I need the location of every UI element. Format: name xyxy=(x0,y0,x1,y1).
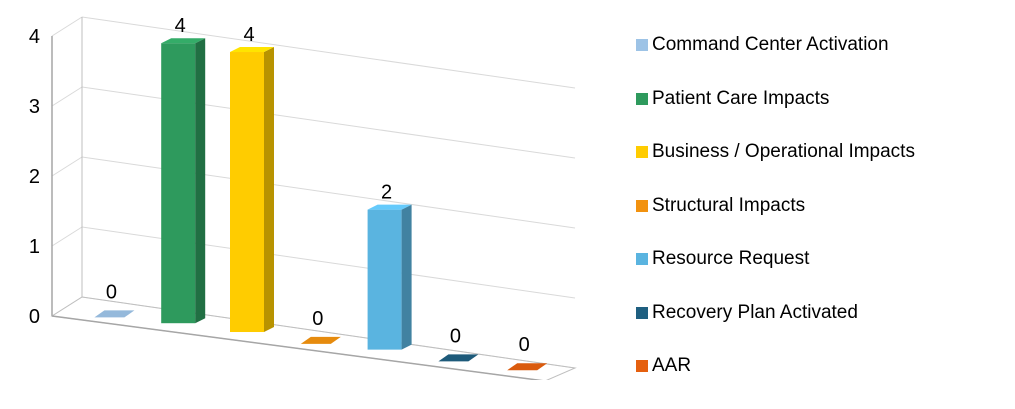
bar-top xyxy=(161,38,206,44)
bar-front xyxy=(161,43,196,324)
gridline xyxy=(51,156,83,177)
legend-label: Business / Operational Impacts xyxy=(652,141,915,162)
legend-label: Structural Impacts xyxy=(652,194,806,216)
legend-label: Recovery Plan Activated xyxy=(652,301,858,323)
gridline xyxy=(81,86,576,159)
legend-item-command-center-activation: Command Center Activation xyxy=(636,34,1006,88)
bar-zero-marker xyxy=(438,354,479,362)
gridline xyxy=(81,16,576,89)
data-label: 2 xyxy=(381,182,392,204)
legend-item-recovery-plan-activated: Recovery Plan Activated xyxy=(636,302,1006,356)
y-tick-label: 3 xyxy=(29,96,40,118)
legend-label: Patient Care Impacts xyxy=(652,87,830,109)
y-tick-label: 0 xyxy=(29,306,40,328)
bar-top xyxy=(367,204,412,210)
y-tick-label: 4 xyxy=(29,26,40,48)
data-label: 0 xyxy=(519,334,530,356)
data-label: 0 xyxy=(106,281,117,303)
bar-side xyxy=(195,38,206,324)
x-axis-line xyxy=(51,315,546,382)
legend-swatch xyxy=(636,360,648,372)
legend-item-structural-impacts: Structural Impacts xyxy=(636,195,1006,249)
legend-swatch xyxy=(636,146,648,158)
legend-swatch xyxy=(636,92,648,105)
bar-side xyxy=(264,47,274,333)
gridline xyxy=(51,86,83,107)
data-label: 0 xyxy=(450,325,461,347)
bar-zero-marker xyxy=(507,363,548,371)
legend-item-aar: AAR xyxy=(636,355,1006,409)
chart: 0 1 2 3 4 0 4 4 0 2 0 0 Command Center Activation P… xyxy=(29,15,915,382)
gridline xyxy=(81,156,576,229)
legend: Command Center Activation Patient Care I… xyxy=(636,34,1006,409)
bar-front xyxy=(367,209,402,350)
bar-zero-marker xyxy=(300,336,341,344)
y-tick-label: 1 xyxy=(29,236,40,258)
bar-side xyxy=(401,204,412,350)
legend-swatch xyxy=(636,199,648,212)
bar-zero-marker xyxy=(94,310,135,318)
legend-item-business-operational-impacts: Business / Operational Impacts xyxy=(636,141,1006,195)
gridline xyxy=(51,16,83,37)
gridline xyxy=(51,226,83,247)
data-label: 4 xyxy=(175,15,186,37)
legend-item-resource-request: Resource Request xyxy=(636,248,1006,302)
legend-swatch xyxy=(636,253,648,265)
legend-item-patient-care-impacts: Patient Care Impacts xyxy=(636,88,1006,142)
legend-label: AAR xyxy=(652,355,692,376)
y-tick-label: 2 xyxy=(29,166,40,188)
data-label: 0 xyxy=(312,308,323,330)
legend-label: Command Center Activation xyxy=(652,34,889,55)
legend-swatch xyxy=(636,39,648,51)
bar-front xyxy=(230,52,264,333)
gridline xyxy=(81,226,576,299)
plot-area: 0 1 2 3 4 0 4 4 0 2 0 0 xyxy=(29,15,577,382)
legend-label: Resource Request xyxy=(652,248,810,269)
data-label: 4 xyxy=(243,24,254,46)
bar-top xyxy=(230,47,274,53)
legend-swatch xyxy=(636,306,648,319)
